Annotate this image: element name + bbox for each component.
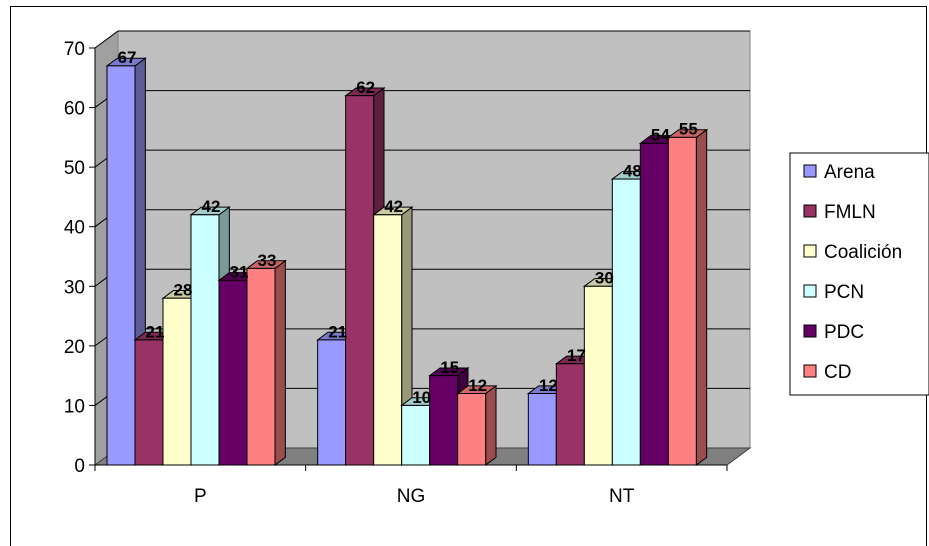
data-label: 21 bbox=[146, 322, 165, 341]
bar-front bbox=[106, 65, 136, 466]
legend-item: Coalición bbox=[803, 242, 902, 263]
bar-front bbox=[527, 393, 557, 466]
legend-item: Arena bbox=[803, 162, 875, 183]
data-label: 28 bbox=[174, 281, 193, 300]
data-label: 48 bbox=[623, 161, 642, 180]
data-label: 42 bbox=[202, 197, 221, 216]
bar-front bbox=[457, 393, 487, 466]
legend-swatch bbox=[803, 244, 817, 258]
bar-front bbox=[134, 339, 164, 466]
bar-front bbox=[639, 142, 669, 466]
bar-front bbox=[373, 214, 403, 466]
legend-label: Arena bbox=[824, 162, 875, 183]
bar-side bbox=[485, 384, 497, 466]
data-label: 62 bbox=[356, 78, 375, 97]
y-tick-label: 50 bbox=[64, 158, 85, 179]
bar-front bbox=[611, 178, 641, 466]
legend-label: Coalición bbox=[824, 242, 902, 263]
data-label: 31 bbox=[230, 263, 249, 282]
bar-CD-NT bbox=[666, 128, 709, 466]
bar-front bbox=[317, 339, 347, 466]
data-label: 67 bbox=[118, 48, 137, 67]
legend-item: PDC bbox=[803, 322, 864, 343]
data-label: 30 bbox=[595, 269, 614, 288]
data-label: 42 bbox=[384, 197, 403, 216]
legend-item: PCN bbox=[803, 282, 864, 303]
bar-front bbox=[190, 214, 220, 466]
x-tick-label: NG bbox=[397, 486, 426, 507]
legend-label: PDC bbox=[824, 322, 864, 343]
x-axis-ticks: P NG NT bbox=[94, 465, 728, 507]
bar-front bbox=[246, 267, 276, 466]
x-tick-label: NT bbox=[609, 486, 635, 507]
bar-front bbox=[218, 279, 248, 466]
y-tick-label: 30 bbox=[64, 277, 85, 298]
bar-CD-P bbox=[245, 259, 287, 466]
legend-swatch bbox=[803, 204, 817, 218]
y-tick-label: 40 bbox=[64, 218, 85, 239]
data-label: 12 bbox=[539, 376, 558, 395]
gridline-side bbox=[94, 30, 119, 49]
bar-side bbox=[695, 128, 708, 466]
legend-swatch bbox=[803, 324, 817, 338]
bar-front bbox=[345, 95, 375, 466]
data-label: 54 bbox=[651, 126, 670, 145]
data-label: 12 bbox=[468, 376, 487, 395]
bar-front bbox=[583, 285, 613, 466]
bar-front bbox=[667, 136, 697, 466]
bar-Coalición-NG bbox=[372, 206, 414, 466]
y-tick-label: 20 bbox=[64, 337, 85, 358]
bar-front bbox=[555, 363, 585, 466]
legend-label: FMLN bbox=[824, 202, 876, 223]
legend-swatch bbox=[803, 164, 817, 178]
y-tick-label: 0 bbox=[74, 456, 85, 477]
y-tick-label: 70 bbox=[64, 39, 85, 60]
data-label: 33 bbox=[258, 251, 277, 270]
data-label: 17 bbox=[567, 346, 586, 365]
x-tick-label: P bbox=[194, 486, 207, 507]
legend-item: FMLN bbox=[803, 202, 876, 223]
bar-CD-NG bbox=[456, 384, 498, 466]
legend-label: CD bbox=[824, 362, 851, 383]
y-tick-label: 60 bbox=[64, 99, 85, 120]
bar-front bbox=[162, 297, 192, 466]
legend-swatch bbox=[803, 284, 817, 298]
legend-item: CD bbox=[803, 362, 851, 383]
legend-swatch bbox=[803, 364, 817, 378]
data-label: 21 bbox=[328, 322, 347, 341]
y-tick-label: 10 bbox=[64, 396, 85, 417]
bars bbox=[105, 57, 709, 466]
data-labels: 67 21 28 42 31 33 21 62 42 10 15 12 12 17 30 48 54 55 bbox=[118, 48, 698, 407]
legend-label: PCN bbox=[824, 282, 864, 303]
data-label: 10 bbox=[412, 388, 431, 407]
data-label: 55 bbox=[679, 120, 698, 139]
bar-front bbox=[401, 404, 431, 466]
legend: Arena FMLN Coalición PCN PDC CD bbox=[789, 152, 929, 396]
bar-side bbox=[274, 259, 286, 466]
bar-front bbox=[429, 375, 459, 466]
legend-box bbox=[789, 152, 929, 396]
data-label: 15 bbox=[440, 358, 459, 377]
